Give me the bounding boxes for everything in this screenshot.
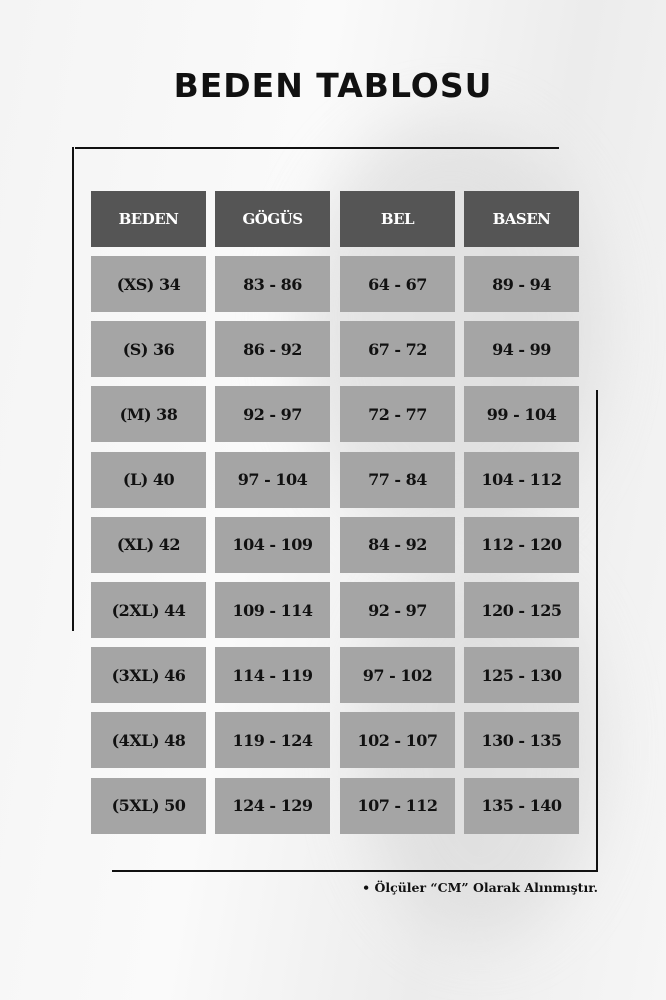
column-header: BASEN — [464, 191, 579, 247]
table-cell: (2XL) 44 — [91, 582, 206, 638]
table-cell: 135 - 140 — [464, 777, 579, 834]
table-cell: 104 - 112 — [464, 451, 579, 508]
table-cell: (M) 38 — [91, 386, 206, 443]
table-cell: 77 - 84 — [340, 451, 455, 508]
frame-top-line — [75, 147, 559, 149]
table-cell: 99 - 104 — [464, 386, 579, 443]
page-title: BEDEN TABLOSU — [173, 66, 493, 105]
table-cell: 109 - 114 — [215, 582, 330, 638]
table-cell: 83 - 86 — [215, 256, 330, 312]
measurement-note: • Ölçüler “CM” Olarak Alınmıştır. — [362, 880, 598, 895]
table-cell: 84 - 92 — [340, 516, 455, 573]
table-cell: 119 - 124 — [215, 712, 330, 769]
table-cell: 92 - 97 — [340, 582, 455, 638]
frame-right-line — [596, 390, 598, 872]
table-cell: 97 - 104 — [215, 451, 330, 508]
table-cell: 130 - 135 — [464, 712, 579, 769]
table-cell: (3XL) 46 — [91, 647, 206, 704]
table-cell: 104 - 109 — [215, 516, 330, 573]
table-cell: 86 - 92 — [215, 321, 330, 378]
table-cell: 97 - 102 — [340, 647, 455, 704]
frame-bottom-line — [112, 870, 598, 872]
table-cell: 102 - 107 — [340, 712, 455, 769]
table-cell: 64 - 67 — [340, 256, 455, 312]
table-cell: 107 - 112 — [340, 777, 455, 834]
table-cell: (XL) 42 — [91, 516, 206, 573]
table-cell: 112 - 120 — [464, 516, 579, 573]
table-cell: 89 - 94 — [464, 256, 579, 312]
table-cell: 94 - 99 — [464, 321, 579, 378]
table-cell: 124 - 129 — [215, 777, 330, 834]
table-cell: (XS) 34 — [91, 256, 206, 312]
table-cell: 125 - 130 — [464, 647, 579, 704]
column-header: BEDEN — [91, 191, 206, 247]
table-cell: (L) 40 — [91, 451, 206, 508]
column-header: BEL — [340, 191, 455, 247]
table-cell: 120 - 125 — [464, 582, 579, 638]
column-header: GÖGÜS — [215, 191, 330, 247]
table-cell: (4XL) 48 — [91, 712, 206, 769]
table-cell: 72 - 77 — [340, 386, 455, 443]
table-cell: 67 - 72 — [340, 321, 455, 378]
table-cell: 114 - 119 — [215, 647, 330, 704]
frame-left-line — [72, 147, 74, 631]
table-cell: (S) 36 — [91, 321, 206, 378]
table-cell: 92 - 97 — [215, 386, 330, 443]
table-cell: (5XL) 50 — [91, 777, 206, 834]
